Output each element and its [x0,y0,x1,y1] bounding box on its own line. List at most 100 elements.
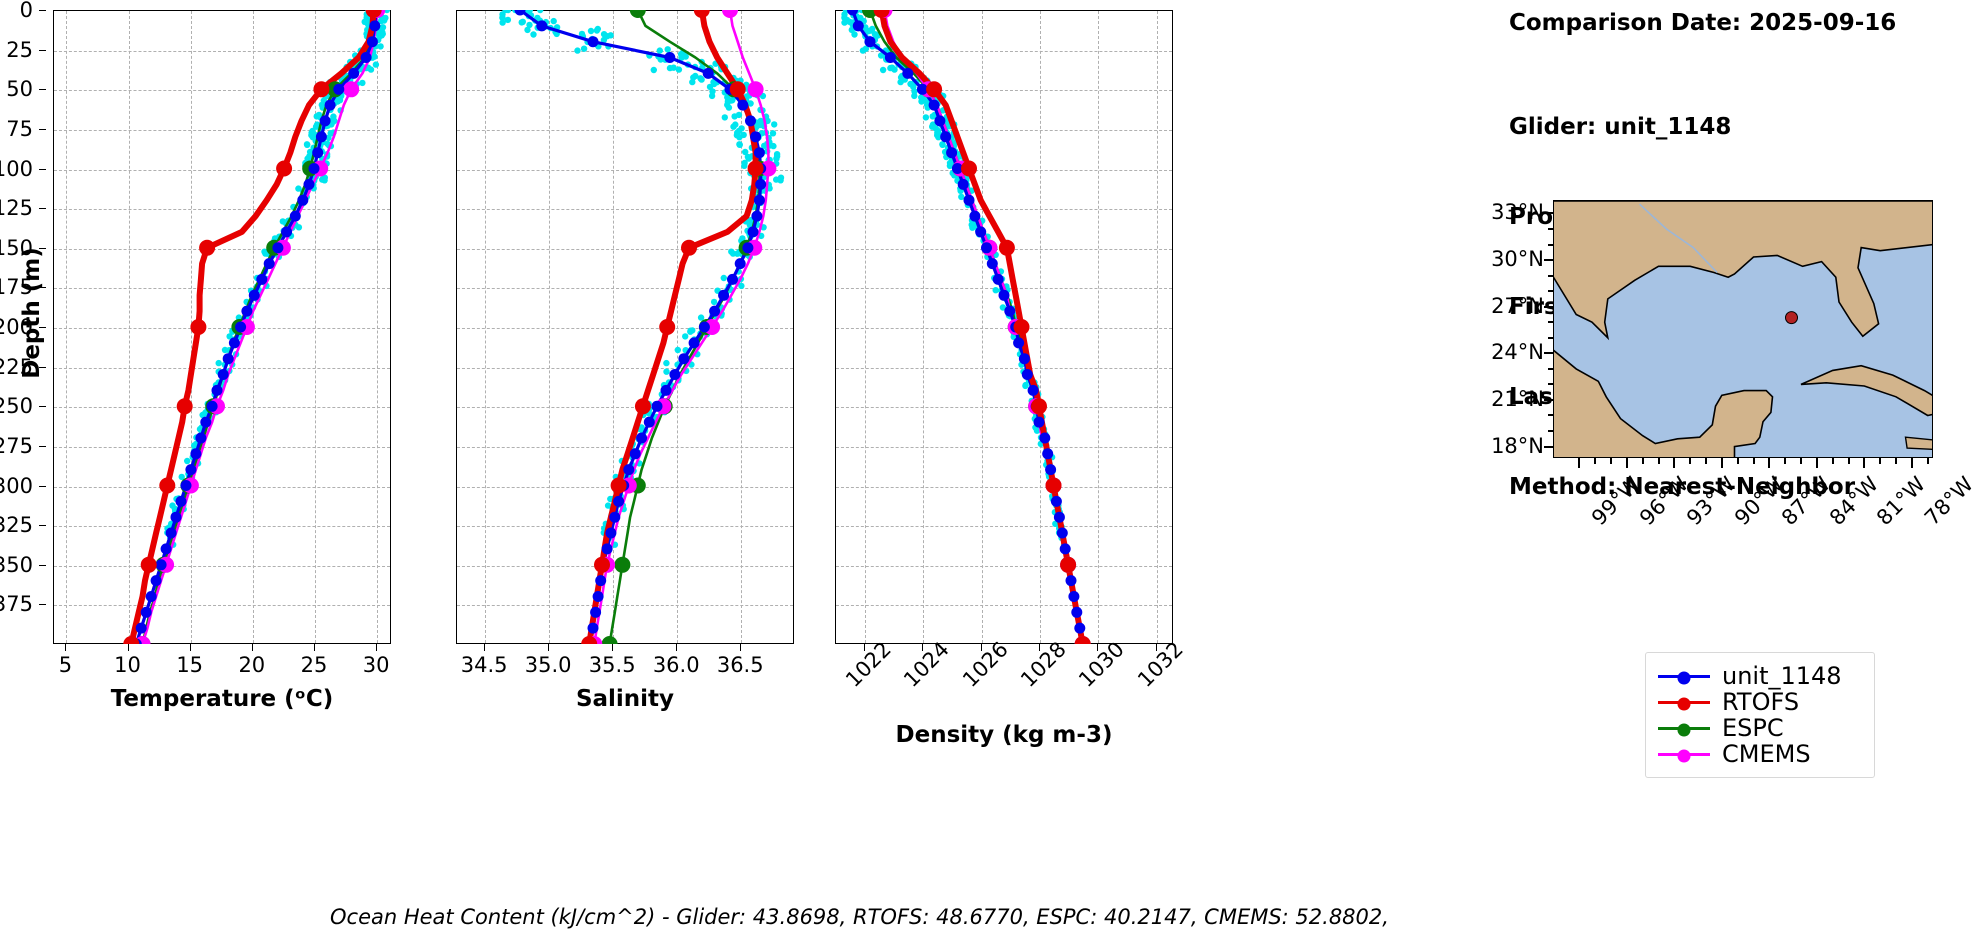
gridline-vertical [549,11,551,643]
gridline-horizontal [836,169,1172,171]
x-tick-label: 20 [238,653,266,677]
profile-marker-RTOFS [961,160,977,177]
profile-marker-unit_1148 [1045,464,1057,476]
scatter-point [771,121,778,128]
depth-tick-mark [39,525,46,527]
scatter-point [851,31,858,38]
glider-location-marker[interactable] [1785,311,1798,325]
gridline-horizontal [836,446,1172,448]
scatter-point [706,83,714,91]
scatter-point [910,83,917,91]
map-lat-minor-tick [1548,383,1553,386]
legend-item[interactable]: RTOFS [1658,688,1858,716]
depth-tick-mark [39,327,46,328]
profile-marker-unit_1148 [263,258,275,270]
x-tick-label: 10 [114,653,141,677]
location-map[interactable] [1553,200,1933,458]
gridline-horizontal [54,367,390,369]
profile-marker-unit_1148 [613,495,625,507]
profile-marker-unit_1148 [651,400,663,412]
map-lat-tick [1544,259,1553,262]
profile-marker-unit_1148 [629,448,641,460]
scatter-point [841,14,848,21]
profile-marker-unit_1148 [135,622,147,634]
gridline-horizontal [457,407,793,409]
map-lat-tick [1544,212,1553,215]
profile-marker-unit_1148 [753,147,765,159]
depth-tick-mark [39,604,46,606]
map-lat-label: 24°N [1491,340,1544,365]
river-line [1638,203,1718,274]
profile-marker-unit_1148 [1068,591,1080,602]
gridline-vertical [1156,11,1158,643]
gridline-vertical [485,11,487,643]
temperature-axis-title: Temperature (ᵒC) [53,686,391,712]
x-tick-mark [65,644,67,651]
legend-item[interactable]: unit_1148 [1658,662,1858,690]
gridline-vertical [741,11,743,643]
scatter-point [682,53,689,60]
profile-marker-unit_1148 [751,210,763,222]
gridline-vertical [1098,11,1100,643]
legend-item[interactable]: CMEMS [1658,740,1858,768]
scatter-point [295,185,302,192]
scatter-point [530,31,537,38]
gridline-horizontal [836,605,1172,607]
scatter-point [721,114,728,121]
scatter-point [862,45,870,52]
profile-marker-unit_1148 [587,36,599,48]
profile-marker-unit_1148 [951,163,963,174]
map-lon-minor-tick [1610,458,1612,464]
salinity-axis-title: Salinity [456,686,794,712]
density-series-layer [841,10,1091,644]
profile-marker-unit_1148 [963,194,975,206]
profile-marker-unit_1148 [1071,606,1083,618]
profile-marker-RTOFS [873,10,890,18]
scatter-point [911,92,918,100]
profile-marker-unit_1148 [360,52,372,63]
profile-marker-ESPC [601,636,618,644]
scatter-point [742,148,749,156]
gridline-horizontal [836,565,1172,567]
gridline-vertical [314,11,316,643]
legend-line-swatch [1658,697,1710,710]
map-lon-tick [1863,458,1866,468]
profile-marker-unit_1148 [992,273,1004,285]
x-tick-label: 35.0 [524,653,572,677]
scatter-point [377,43,384,50]
profile-marker-unit_1148 [1013,337,1025,349]
gridline-horizontal [836,367,1172,369]
legend-label: CMEMS [1722,740,1811,768]
comparison-date-text: Comparison Date: 2025-09-16 [1509,10,1897,36]
profile-marker-unit_1148 [185,464,197,476]
gridline-horizontal [836,50,1172,52]
profile-marker-unit_1148 [957,178,969,190]
profile-marker-ESPC [614,556,631,573]
profile-marker-unit_1148 [1056,527,1068,539]
depth-tick-mark [39,49,46,51]
gridline-horizontal [836,486,1172,488]
depth-tick-label: 250 [0,394,33,419]
scatter-point [371,53,378,60]
profile-marker-unit_1148 [750,131,762,143]
salinity-panel: 34.5 35.0 35.5 36.0 36.5 Salinity [440,0,860,900]
depth-tick-label: 200 [0,315,33,339]
profile-marker-unit_1148 [669,369,681,380]
scatter-point [587,27,595,35]
depth-tick-label: 100 [0,156,33,181]
profile-marker-unit_1148 [643,416,655,428]
gridline-vertical [865,11,867,643]
profile-marker-unit_1148 [755,178,767,190]
scatter-point [692,72,699,80]
profile-line-ESPC [868,10,1084,644]
x-tick-mark [1097,644,1099,651]
profile-marker-RTOFS [140,556,157,573]
profile-marker-unit_1148 [688,337,700,349]
depth-tick-label: 0 [19,0,33,22]
profile-marker-unit_1148 [206,400,218,412]
profile-marker-unit_1148 [753,194,765,206]
depth-tick-mark [39,168,46,170]
scatter-point [728,248,735,255]
legend-item[interactable]: ESPC [1658,714,1858,742]
scatter-point [873,33,880,40]
